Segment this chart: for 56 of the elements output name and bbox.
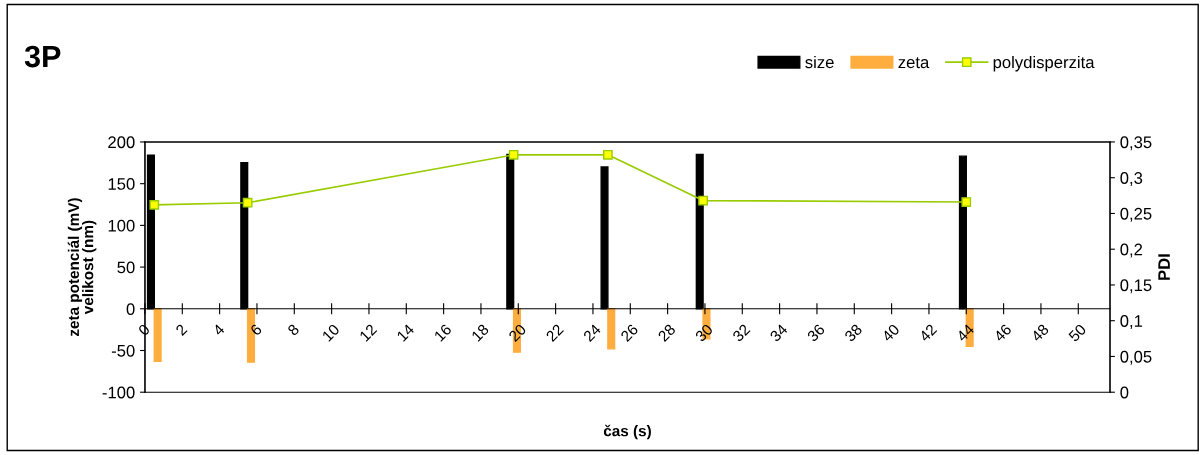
x-tick-label: 18 [471, 323, 490, 342]
x-tick-label: 26 [620, 323, 639, 343]
x-tick-label: 46 [993, 323, 1013, 343]
y-tick-label: -100 [102, 386, 135, 399]
point [961, 197, 972, 207]
point [603, 149, 613, 160]
point [149, 200, 160, 210]
y2-tick-label: 0,05 [1120, 350, 1152, 365]
legend-label: size [805, 55, 834, 69]
point [508, 149, 519, 160]
x-tick-label: 42 [918, 323, 938, 343]
y2-tick-label: 0,3 [1120, 172, 1143, 186]
x-tick-label: 50 [1067, 323, 1087, 343]
x-tick-label: 48 [1030, 323, 1050, 343]
point [242, 197, 253, 208]
x-tick-label: 24 [582, 323, 602, 342]
x-tick-label: 28 [657, 323, 677, 343]
x-tick-label: 32 [731, 323, 751, 343]
y2-tick-label: 0 [1120, 386, 1129, 399]
x-tick-label: 8 [287, 323, 300, 337]
x-tick-label: 30 [694, 323, 714, 343]
x-tick-label: 0 [137, 323, 151, 337]
x-tick-label: 6 [249, 323, 263, 337]
legend-label: zeta [898, 57, 930, 69]
y2-axis-title: PDI [1158, 254, 1170, 280]
x-tick-label: 38 [843, 323, 863, 343]
x-tick-label: 36 [806, 323, 826, 343]
y-tick-label: 200 [108, 136, 135, 149]
x-tick-label: 44 [955, 323, 975, 343]
x-tick-label: 34 [769, 323, 789, 343]
x-tick-label: 16 [433, 323, 453, 342]
x-tick-label: 2 [175, 323, 188, 336]
y2-tick-label: 0,25 [1120, 207, 1152, 222]
y2-tick-label: 0,35 [1120, 136, 1152, 151]
bar [153, 308, 162, 363]
x-tick-label: 4 [212, 323, 226, 337]
chart-title: 3P [24, 45, 61, 68]
bar [607, 308, 616, 350]
y-tick-label: 0 [126, 303, 135, 315]
x-tick-label: 40 [881, 323, 901, 343]
x-tick-label: 10 [321, 323, 341, 342]
point [698, 195, 708, 206]
y2-tick-label: 0,1 [1120, 315, 1143, 329]
legend-label: polydisperzita [993, 55, 1095, 72]
x-axis-title: čas (s) [603, 424, 651, 440]
y-tick-label: 50 [117, 261, 135, 274]
x-tick-label: 12 [359, 323, 378, 342]
x-tick-label: 20 [508, 323, 527, 343]
y2-tick-label: 0,2 [1120, 243, 1143, 258]
y-tick-label: 150 [108, 178, 135, 190]
y-tick-label: -50 [111, 344, 135, 357]
x-tick-label: 14 [396, 323, 415, 342]
x-tick-label: 22 [545, 323, 564, 342]
y-axis-title: zeta potenciál (mV) velikost (nm) [67, 198, 97, 337]
y-tick-label: 100 [108, 219, 135, 232]
y2-tick-label: 0,15 [1120, 279, 1152, 294]
